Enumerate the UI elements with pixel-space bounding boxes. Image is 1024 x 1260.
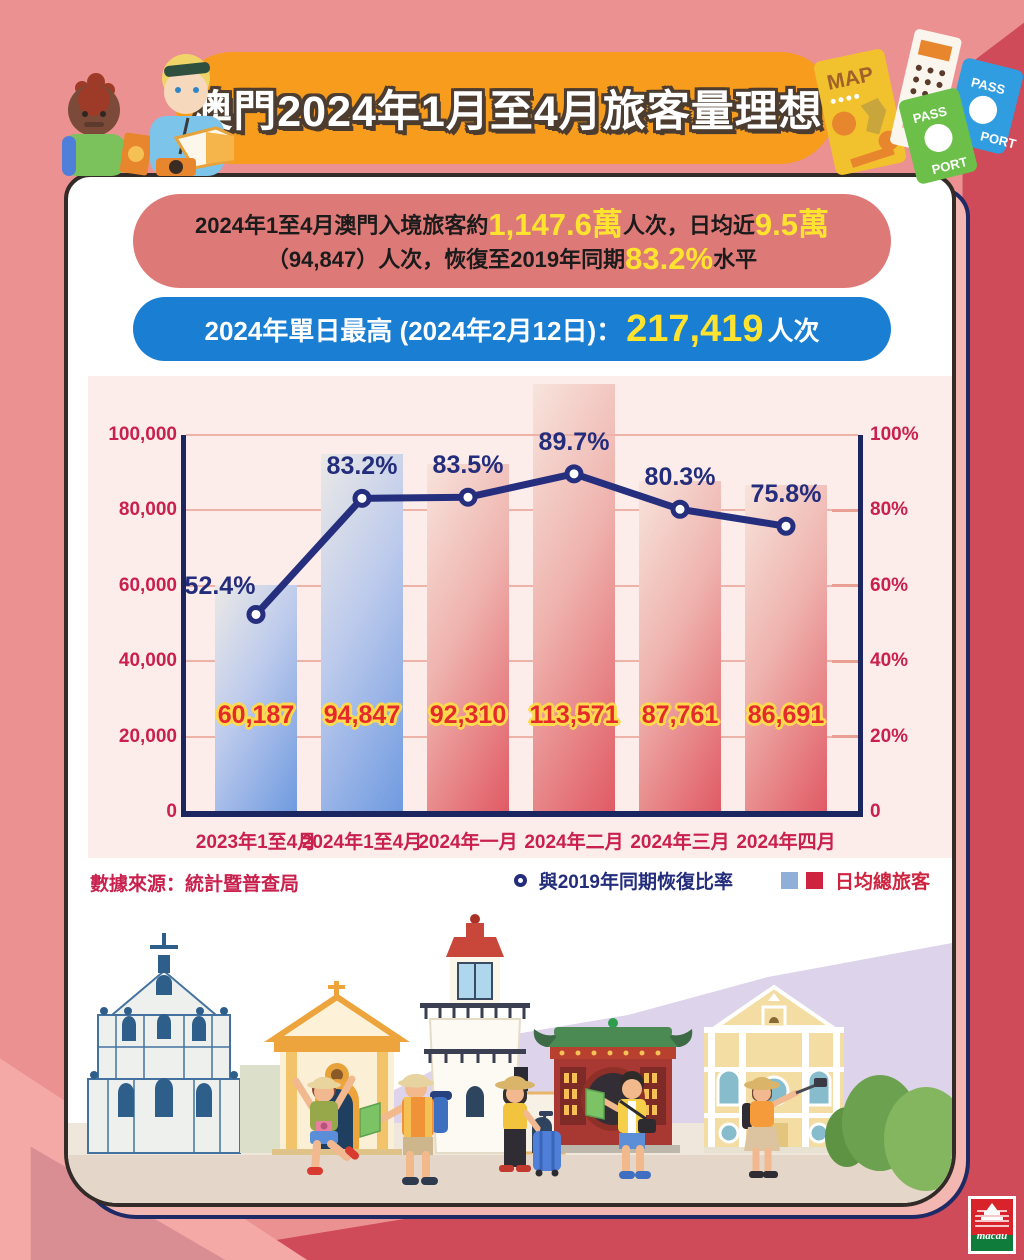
- summary-box: 2024年1至4月澳門入境旅客約 1,147.6萬 人次，日均近 9.5萬 （94,8…: [133, 194, 891, 288]
- gridline: [186, 584, 858, 587]
- summary-line-2: （94,847）人次，恢復至2019年同期 83.2% 水平: [266, 240, 758, 276]
- summary-line-1: 2024年1至4月澳門入境旅客約 1,147.6萬 人次，日均近 9.5萬: [195, 206, 829, 242]
- map-booklet: MAP: [814, 49, 906, 175]
- right-axis-tick-label: 20%: [870, 725, 909, 747]
- chart-plot-area: 100,000 100% 80,000 80% 60,000 60% 40,000 40% 20…: [108, 384, 919, 853]
- side-building: [240, 1065, 286, 1153]
- x-axis-label: 2024年1至4月: [301, 832, 423, 853]
- bar-value-label: 87,761: [641, 701, 719, 729]
- right-axis: [858, 435, 863, 817]
- tourists-illustration: [62, 54, 234, 176]
- content-card: 2024年1至4月澳門入境旅客約 1,147.6萬 人次，日均近 9.5萬 （94,8…: [64, 173, 956, 1207]
- macau-tourism-logo: macau: [968, 1196, 1016, 1254]
- macau-street-scene: [68, 897, 952, 1203]
- right-axis-tick: [832, 584, 858, 588]
- tourist-selfie-woman: [742, 1077, 827, 1178]
- line-value-label: 83.2%: [326, 452, 398, 481]
- suitcase: [533, 1111, 561, 1177]
- line-marker: [458, 487, 478, 507]
- left-axis-tick-label: 80,000: [118, 499, 177, 521]
- x-axis-label: 2024年一月: [418, 832, 518, 853]
- tourist-adult-figure: [150, 54, 234, 176]
- gridline: [186, 660, 858, 663]
- bar-value-label: 113,571: [529, 701, 619, 729]
- bar-series-label: 日均總旅客: [834, 872, 930, 893]
- travel-items-illustration: MAP PASS PORT PASS: [814, 29, 1023, 184]
- bar-value-label: 92,310: [429, 701, 507, 729]
- bar-2024年四月: [745, 485, 827, 812]
- right-axis-tick-label: 80%: [870, 499, 909, 521]
- right-axis-tick-label: 100%: [870, 424, 919, 445]
- left-axis-tick-label: 60,000: [118, 574, 177, 596]
- tourist-jumping-woman: [292, 1075, 359, 1175]
- logo-facade-icon: [975, 1203, 1009, 1227]
- bushes: [825, 1075, 952, 1191]
- line-value-label: 80.3%: [644, 463, 716, 492]
- bottom-axis: [181, 811, 863, 817]
- gridline: [186, 509, 858, 512]
- line-value-label: 75.8%: [750, 480, 822, 509]
- chart-legend: 與2019年同期恢復比率 日均總旅客: [513, 867, 930, 894]
- line-marker: [352, 488, 372, 508]
- gridline: [186, 434, 858, 436]
- tourist-map-man: [585, 1071, 656, 1179]
- right-axis-tick-label: 40%: [870, 650, 909, 672]
- line-value-label: 83.5%: [432, 451, 504, 480]
- page-title: 澳門2024年1月至4月旅客量理想: [189, 88, 823, 136]
- chart-panel: 100,000 100% 80,000 80% 60,000 60% 40,000 40% 20…: [88, 376, 952, 858]
- right-axis-tick: [832, 508, 858, 512]
- tourist-child-figure: [62, 73, 153, 176]
- bar-blue-swatch-icon: [780, 872, 798, 889]
- x-axis-label: 2023年1至4月: [195, 832, 317, 853]
- left-axis-tick-label: 20,000: [118, 725, 177, 747]
- right-axis-tick-label: 60%: [870, 574, 909, 596]
- x-axis-label: 2024年四月: [736, 832, 836, 853]
- passport-green: PASS PORT: [899, 88, 977, 184]
- bar-value-label: 86,691: [747, 701, 825, 729]
- bar-red-swatch-icon: [805, 872, 823, 889]
- line-value-label: 52.4%: [184, 572, 256, 601]
- bar-2024年1至4月: [321, 454, 403, 812]
- logo-wordmark: macau: [976, 1230, 1008, 1242]
- tourist-backpack-man: [359, 1074, 452, 1185]
- left-axis-tick-label: 40,000: [118, 650, 177, 672]
- recovery-rate-line: [246, 464, 796, 624]
- line-value-label: 89.7%: [538, 427, 610, 456]
- line-marker: [246, 604, 266, 624]
- right-axis-tick-label: 0: [870, 801, 881, 822]
- line-series-marker-icon: [513, 874, 527, 887]
- logo-green-band: [971, 1235, 1013, 1251]
- bar-2024年三月: [639, 481, 721, 812]
- gridline: [186, 735, 858, 738]
- left-axis: [181, 435, 186, 817]
- x-axis-label: 2024年二月: [524, 832, 624, 853]
- line-marker: [670, 499, 690, 519]
- left-axis-tick-label: 100,000: [108, 424, 177, 445]
- bar-2024年二月: [533, 384, 615, 812]
- line-marker: [564, 464, 584, 484]
- right-axis-tick: [832, 735, 858, 739]
- highlight-box: 2024年單日最高 (2024年2月12日)： 217,419 人次: [133, 297, 891, 361]
- bar-value-label: 94,847: [323, 701, 401, 729]
- line-series-label: 與2019年同期恢復比率: [538, 872, 733, 893]
- x-axis-label: 2024年三月: [630, 832, 730, 853]
- left-axis-tick-label: 0: [166, 801, 177, 822]
- right-axis-tick: [832, 659, 858, 663]
- tourist-suitcase-woman: [495, 1076, 561, 1177]
- bar-value-label: 60,187: [217, 701, 295, 729]
- data-source-note: 數據來源：統計暨普查局: [90, 874, 300, 895]
- line-marker: [776, 516, 796, 536]
- header-banner: 澳門2024年1月至4月旅客量理想: [176, 52, 836, 164]
- bar-2024年一月: [427, 464, 509, 812]
